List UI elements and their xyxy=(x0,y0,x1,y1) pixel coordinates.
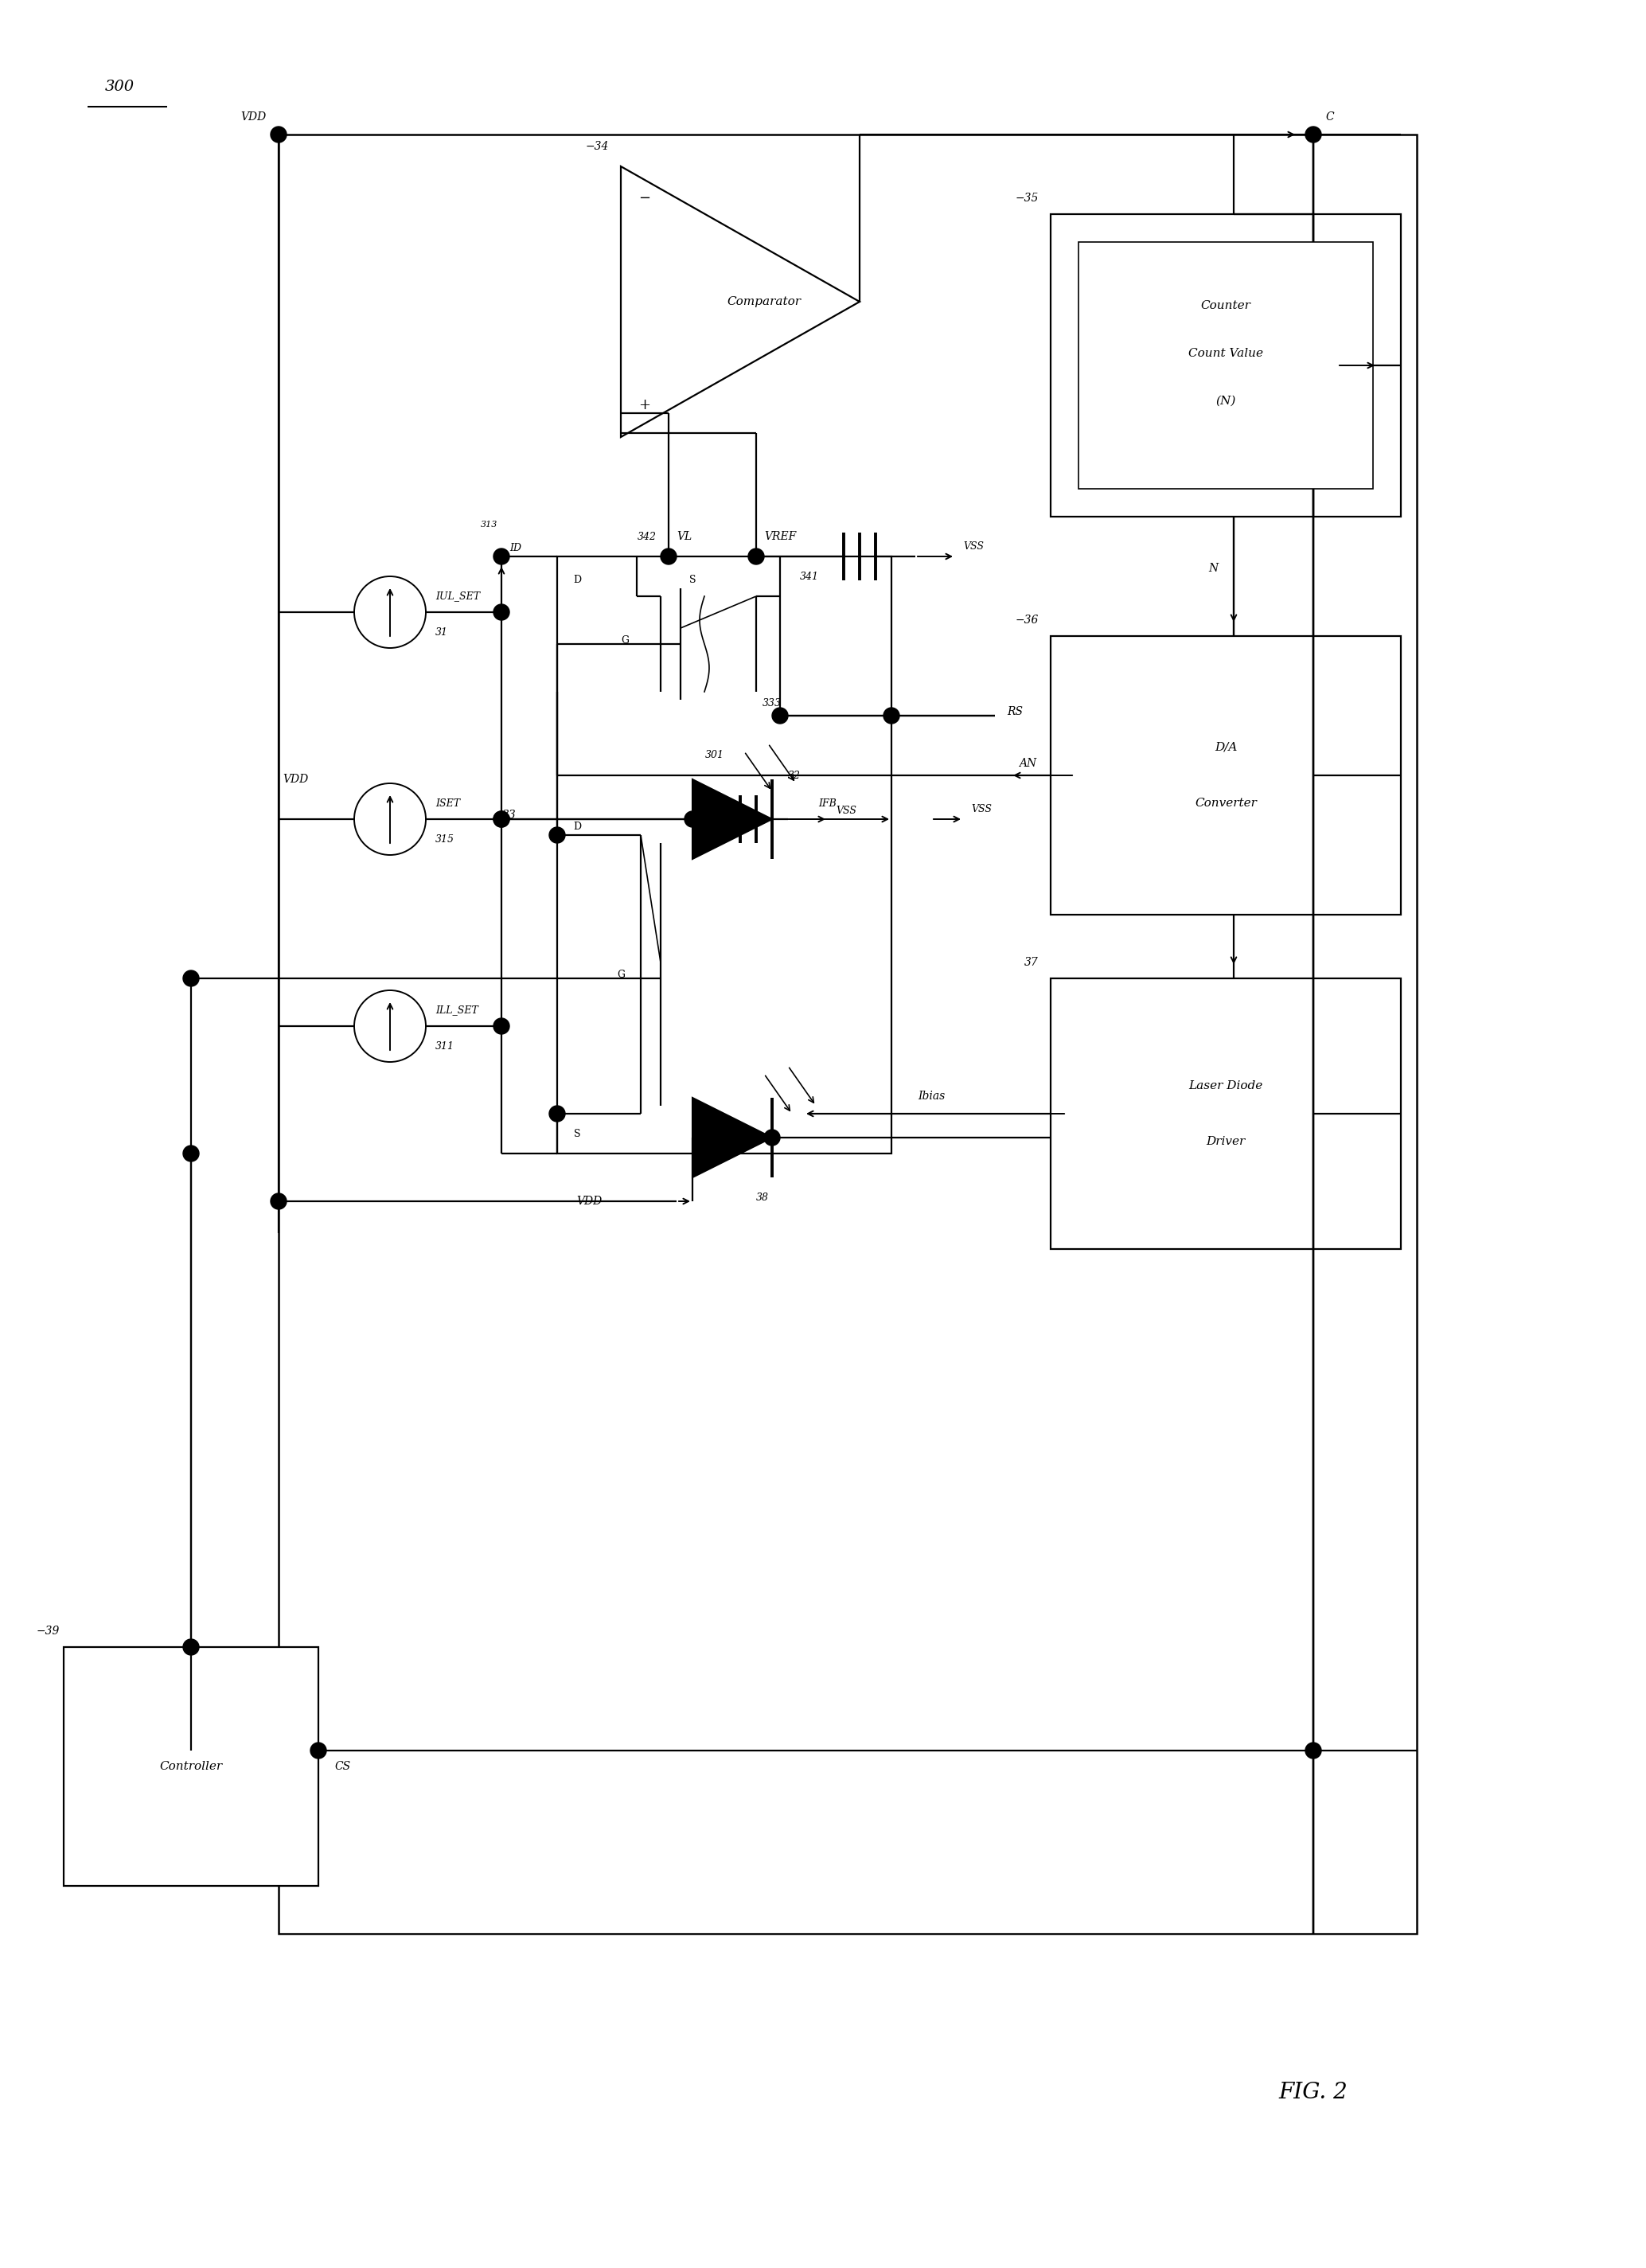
Text: 301: 301 xyxy=(704,751,724,760)
Text: CS: CS xyxy=(334,1760,351,1771)
Bar xyxy=(1050,978,1401,1250)
Text: 37: 37 xyxy=(1024,957,1039,968)
Circle shape xyxy=(270,127,286,143)
Text: −35: −35 xyxy=(1016,193,1039,204)
Text: VSS: VSS xyxy=(971,805,993,814)
Text: G: G xyxy=(617,968,625,980)
Text: −34: −34 xyxy=(586,141,609,152)
Circle shape xyxy=(183,1145,199,1161)
Circle shape xyxy=(183,1640,199,1656)
Bar xyxy=(556,556,892,1154)
Text: VDD: VDD xyxy=(283,773,308,785)
Circle shape xyxy=(494,1018,509,1034)
Text: 311: 311 xyxy=(436,1041,454,1050)
Text: 31: 31 xyxy=(436,626,448,637)
Text: −36: −36 xyxy=(1016,615,1039,626)
Text: −: − xyxy=(639,191,650,206)
Text: 38: 38 xyxy=(756,1193,769,1202)
Text: FIG. 2: FIG. 2 xyxy=(1279,2082,1348,2105)
Text: Comparator: Comparator xyxy=(728,297,802,306)
Bar xyxy=(278,134,1417,1935)
Circle shape xyxy=(884,708,899,723)
Text: IUL_SET: IUL_SET xyxy=(436,592,481,601)
Text: 32: 32 xyxy=(788,771,800,780)
Circle shape xyxy=(270,1193,286,1209)
Circle shape xyxy=(550,1107,565,1123)
Circle shape xyxy=(660,549,677,565)
Text: IFB: IFB xyxy=(818,798,836,807)
Bar xyxy=(64,1647,318,1887)
Text: G: G xyxy=(621,635,629,644)
Circle shape xyxy=(772,708,788,723)
Bar xyxy=(1050,635,1401,914)
Text: C: C xyxy=(1325,111,1333,122)
Circle shape xyxy=(1305,1742,1322,1758)
Circle shape xyxy=(749,549,764,565)
Text: VSS: VSS xyxy=(963,542,984,551)
Text: RS: RS xyxy=(1007,705,1022,717)
Circle shape xyxy=(1305,127,1322,143)
Circle shape xyxy=(685,812,701,828)
Circle shape xyxy=(494,812,509,828)
Circle shape xyxy=(764,1129,780,1145)
Text: 315: 315 xyxy=(436,835,454,844)
Text: Count Value: Count Value xyxy=(1188,347,1262,358)
Circle shape xyxy=(494,603,509,619)
Text: D: D xyxy=(573,821,581,832)
Text: VL: VL xyxy=(677,531,691,542)
Text: 313: 313 xyxy=(481,522,497,528)
Text: 342: 342 xyxy=(637,531,657,542)
Circle shape xyxy=(183,971,199,987)
Text: AN: AN xyxy=(1019,758,1037,769)
Polygon shape xyxy=(693,780,772,860)
Text: Laser Diode: Laser Diode xyxy=(1188,1080,1262,1091)
Text: Converter: Converter xyxy=(1195,798,1258,810)
Polygon shape xyxy=(693,1098,772,1177)
Text: Ibias: Ibias xyxy=(917,1091,945,1102)
Text: Driver: Driver xyxy=(1207,1136,1246,1148)
Text: Controller: Controller xyxy=(160,1760,222,1771)
Circle shape xyxy=(550,828,565,844)
Bar xyxy=(1050,213,1401,517)
Text: 300: 300 xyxy=(105,79,135,93)
Text: 341: 341 xyxy=(800,572,820,581)
Text: (N): (N) xyxy=(1216,395,1236,406)
Text: +: + xyxy=(639,399,650,413)
Circle shape xyxy=(494,549,509,565)
Text: VSS: VSS xyxy=(836,805,856,816)
Bar xyxy=(1078,243,1373,490)
Text: ILL_SET: ILL_SET xyxy=(436,1005,479,1016)
Circle shape xyxy=(494,812,509,828)
Text: D: D xyxy=(573,576,581,585)
Text: S: S xyxy=(574,1129,581,1139)
Text: N: N xyxy=(1208,562,1218,574)
Text: Counter: Counter xyxy=(1200,299,1251,311)
Circle shape xyxy=(311,1742,326,1758)
Text: VREF: VREF xyxy=(764,531,797,542)
Text: ISET: ISET xyxy=(436,798,461,807)
Text: D/A: D/A xyxy=(1215,742,1238,753)
Text: 333: 333 xyxy=(762,699,782,710)
Text: ID: ID xyxy=(509,544,522,553)
Text: 331: 331 xyxy=(706,1116,726,1127)
Text: VDD: VDD xyxy=(240,111,267,122)
Text: −39: −39 xyxy=(36,1626,59,1637)
Text: S: S xyxy=(690,576,696,585)
Text: VDD: VDD xyxy=(576,1195,602,1207)
Text: 33: 33 xyxy=(502,810,517,821)
